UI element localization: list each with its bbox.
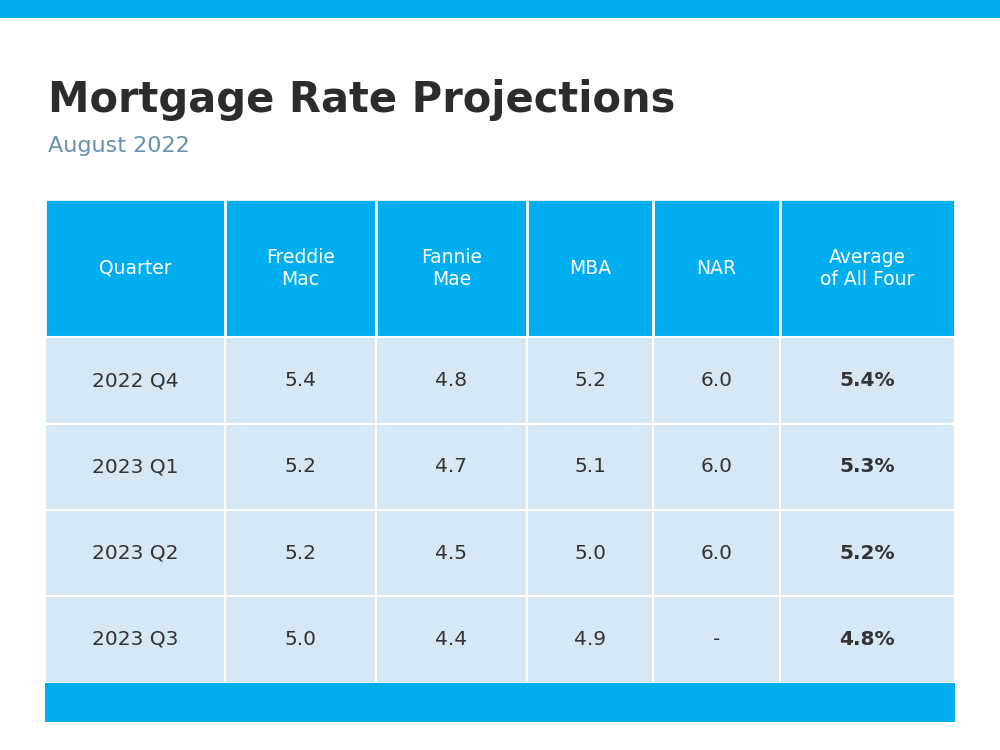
Text: 5.1: 5.1	[574, 458, 606, 476]
Text: 4.9: 4.9	[574, 630, 606, 649]
Text: Average
of All Four: Average of All Four	[820, 248, 915, 289]
Text: 5.4: 5.4	[284, 371, 316, 390]
Text: MBA: MBA	[569, 259, 611, 278]
Text: 5.4%: 5.4%	[840, 371, 895, 390]
Text: Quarter: Quarter	[99, 259, 171, 278]
Text: 5.2: 5.2	[284, 458, 316, 476]
Text: -: -	[713, 630, 720, 649]
Text: 4.4: 4.4	[435, 630, 467, 649]
Text: 5.0: 5.0	[284, 630, 316, 649]
Text: 6.0: 6.0	[701, 544, 733, 562]
Text: Freddie
Mac: Freddie Mac	[266, 248, 335, 289]
Text: 4.7: 4.7	[435, 458, 467, 476]
Text: 4.5: 4.5	[435, 544, 467, 562]
Text: 2022 Q4: 2022 Q4	[92, 371, 178, 390]
Text: 2023 Q2: 2023 Q2	[92, 544, 178, 562]
Text: Mortgage Rate Projections: Mortgage Rate Projections	[48, 79, 675, 121]
Text: August 2022: August 2022	[48, 136, 190, 157]
Text: 5.3%: 5.3%	[840, 458, 895, 476]
Text: 6.0: 6.0	[701, 458, 733, 476]
Text: 4.8: 4.8	[435, 371, 467, 390]
Text: 4.8%: 4.8%	[840, 630, 895, 649]
Text: 5.2: 5.2	[574, 371, 606, 390]
Text: 5.2%: 5.2%	[840, 544, 895, 562]
Text: 2023 Q3: 2023 Q3	[92, 630, 178, 649]
Text: Fannie
Mae: Fannie Mae	[421, 248, 482, 289]
Text: 5.2: 5.2	[284, 544, 316, 562]
Text: 5.0: 5.0	[574, 544, 606, 562]
Text: NAR: NAR	[696, 259, 737, 278]
Text: 2023 Q1: 2023 Q1	[92, 458, 178, 476]
Text: 6.0: 6.0	[701, 371, 733, 390]
